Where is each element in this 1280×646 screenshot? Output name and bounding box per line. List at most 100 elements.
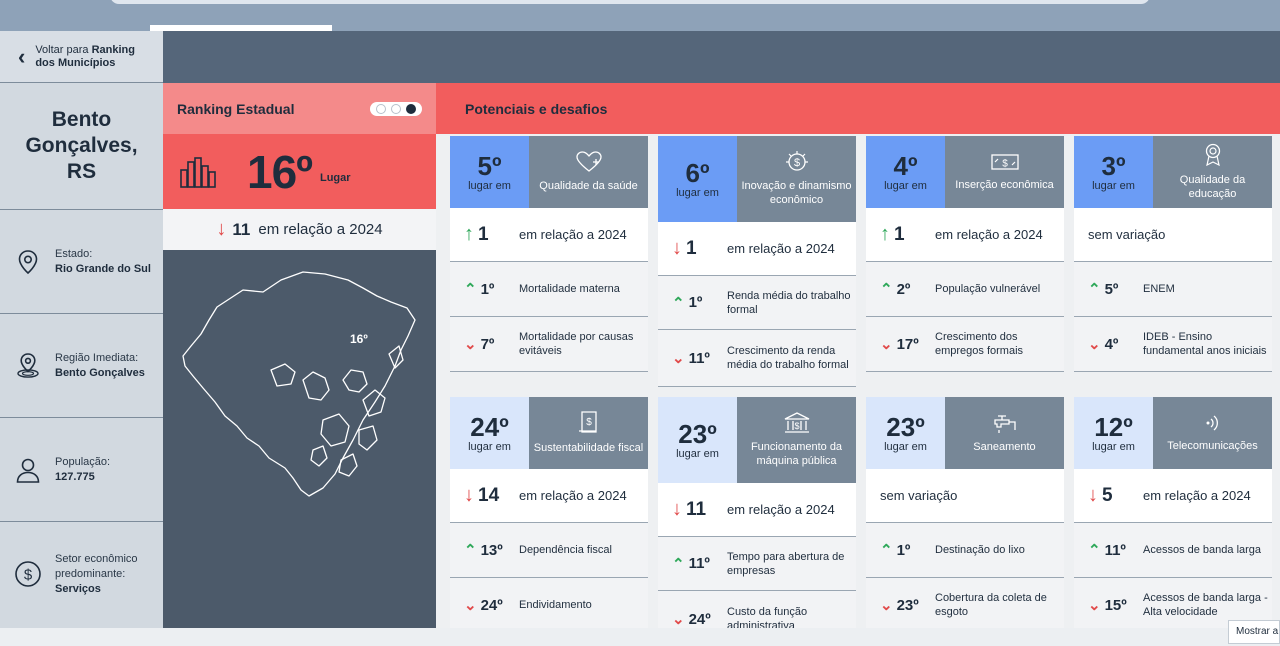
card-variation-value: 1 xyxy=(478,223,489,245)
card-category-label: Qualidade da educação xyxy=(1179,174,1246,200)
back-to-ranking-button[interactable]: ‹ Voltar para Ranking dos Municípios xyxy=(0,31,163,83)
rio-grande-do-sul-map: 16º xyxy=(182,271,416,497)
card-position: 23º lugar em xyxy=(866,397,945,469)
indicator-label: Crescimento dos empregos formais xyxy=(935,331,1024,357)
card-variation-row: sem variação xyxy=(1074,208,1272,262)
card-position: 23º lugar em xyxy=(658,397,737,483)
population-value: 127.775 xyxy=(55,471,95,483)
card-header: 23º lugar em $ Funcionamento da máquina púb… xyxy=(658,397,856,483)
card-position-number: 23º xyxy=(886,411,925,442)
signal-icon xyxy=(1203,413,1223,439)
card-position-sub: lugar em xyxy=(468,440,511,453)
location-pin-icon xyxy=(18,249,38,274)
card-category-label: Funcionamento da máquina pública xyxy=(750,441,843,467)
card-indicator-row: ⌃ 1º Renda média do trabalho formal xyxy=(658,276,856,330)
card-variation-text: em relação a 2024 xyxy=(727,240,835,256)
card-position-sub: lugar em xyxy=(468,179,511,192)
potential-card[interactable]: 3º lugar em Qualidade da educação sem varia… xyxy=(1074,136,1272,372)
innovation-icon: $ xyxy=(785,151,808,179)
svg-text:$: $ xyxy=(1002,159,1008,170)
arrow-down-icon: ↓ xyxy=(672,237,682,259)
card-position: 12º lugar em xyxy=(1074,397,1153,469)
card-variation-text: sem variação xyxy=(1088,226,1166,242)
card-header: 12º lugar em Telecomunicações xyxy=(1074,397,1272,469)
indicator-label: Acessos de banda larga xyxy=(1143,544,1262,556)
card-variation-text: sem variação xyxy=(880,487,958,503)
arrow-down-icon: ↓ xyxy=(672,498,682,520)
chevron-up-icon: ⌃ xyxy=(672,294,685,312)
ranking-suffix: Lugar xyxy=(319,171,351,184)
city-sidebar: ‹ Voltar para Ranking dos Municípios Bent… xyxy=(0,31,163,628)
card-indicator-row: ⌃ 1º Destinação do lixo xyxy=(866,523,1064,578)
potential-card[interactable]: 24º lugar em $ Sustentabilidade fiscal ↓ 14 em… xyxy=(450,397,648,633)
card-position: 24º lugar em xyxy=(450,397,529,469)
card-indicator-row: ⌄ 7º Mortalidade por causas evitáveis xyxy=(450,317,648,372)
view-toggle[interactable] xyxy=(370,101,422,116)
potential-card[interactable]: 4º lugar em $ Inserção econômica ↑ 1 em relaçã… xyxy=(866,136,1064,372)
card-header: 6º lugar em $ Inovação e dinamismo econômic… xyxy=(658,136,856,222)
chevron-down-icon: ⌄ xyxy=(672,611,685,628)
card-indicator-row: ⌃ 5º ENEM xyxy=(1074,262,1272,317)
region-pin-icon xyxy=(17,352,39,378)
arrow-down-icon: ↓ xyxy=(1088,484,1098,506)
indicator-rank: 4º xyxy=(1104,335,1119,353)
card-header: 24º lugar em $ Sustentabilidade fiscal xyxy=(450,397,648,469)
potential-card[interactable]: 6º lugar em $ Inovação e dinamismo econômic… xyxy=(658,136,856,387)
indicator-rank: 24º xyxy=(688,610,711,628)
card-indicator-row: ⌄ 15º Acessos de banda larga - Alta veloci… xyxy=(1074,578,1272,633)
state-map: 16º xyxy=(163,250,436,628)
card-variation-text: em relação a 2024 xyxy=(519,226,627,242)
card-position-sub: lugar em xyxy=(676,447,719,460)
card-position-number: 12º xyxy=(1094,411,1133,442)
card-indicator-row: ⌄ 4º IDEB - Ensino fundamental anos inicia… xyxy=(1074,317,1272,372)
region-label: Região Imediata: xyxy=(55,352,139,364)
arrow-down-icon: ↓ xyxy=(464,484,474,506)
svg-text:$: $ xyxy=(793,157,799,169)
state-label: Estado: xyxy=(55,248,93,260)
indicator-rank: 11º xyxy=(1104,541,1126,559)
ranking-number: 16º xyxy=(247,145,313,198)
arrow-up-icon: ↑ xyxy=(880,223,890,245)
card-position-sub: lugar em xyxy=(676,186,719,199)
chevron-down-icon: ⌄ xyxy=(672,350,685,367)
card-category: $ Inserção econômica xyxy=(945,136,1064,208)
potential-card[interactable]: 23º lugar em Saneamento sem variação ⌃ 1º Dest… xyxy=(866,397,1064,633)
potential-card[interactable]: 12º lugar em Telecomunicações ↓ 5 em relação … xyxy=(1074,397,1272,633)
card-variation-text: em relação a 2024 xyxy=(519,487,627,503)
indicator-label: Tempo para abertura de empresas xyxy=(727,550,845,577)
card-variation-row: ↓ 5 em relação a 2024 xyxy=(1074,469,1272,523)
card-category: Telecomunicações xyxy=(1153,397,1272,469)
region-value: Bento Gonçalves xyxy=(55,367,145,379)
show-more-button[interactable]: Mostrar a xyxy=(1228,620,1280,644)
ranking-variation: ↓ 11 em relação a 2024 xyxy=(163,209,436,250)
chevron-up-icon: ⌃ xyxy=(880,281,893,298)
card-variation-value: 1 xyxy=(686,237,697,259)
chevron-down-icon: ⌄ xyxy=(464,597,477,614)
ranking-title: Ranking Estadual xyxy=(177,100,295,117)
indicator-rank: 11º xyxy=(688,555,710,572)
card-position: 4º lugar em xyxy=(866,136,945,208)
chevron-left-icon: ‹ xyxy=(18,43,26,69)
card-category: $ Inovação e dinamismo econômico xyxy=(737,136,856,222)
active-tab-indicator xyxy=(150,25,332,31)
indicator-rank: 1º xyxy=(896,541,911,559)
indicator-rank: 24º xyxy=(480,596,503,614)
svg-text:$: $ xyxy=(794,421,799,431)
indicator-rank: 23º xyxy=(896,596,919,614)
indicator-rank: 1º xyxy=(688,294,703,311)
potential-card[interactable]: 23º lugar em $ Funcionamento da máquina púb… xyxy=(658,397,856,646)
card-indicator-row: ⌄ 24º Endividamento xyxy=(450,578,648,633)
indicator-rank: 11º xyxy=(688,349,710,367)
card-indicator-row: ⌄ 17º Crescimento dos empregos formais xyxy=(866,317,1064,372)
card-header: 4º lugar em $ Inserção econômica xyxy=(866,136,1064,208)
card-category-label: Inovação e dinamismo econômico xyxy=(741,180,852,206)
ranking-variation-value: 11 xyxy=(232,219,251,239)
svg-text:$: $ xyxy=(586,417,592,428)
header-band xyxy=(163,31,1280,83)
faucet-icon xyxy=(992,412,1018,440)
card-indicator-row: ⌄ 11º Crescimento da renda média do trabal… xyxy=(658,330,856,387)
chevron-up-icon: ⌃ xyxy=(464,542,477,559)
card-variation-row: sem variação xyxy=(866,469,1064,523)
card-position-number: 4º xyxy=(893,150,918,181)
potential-card[interactable]: 5º lugar em Qualidade da saúde ↑ 1 em relação… xyxy=(450,136,648,372)
